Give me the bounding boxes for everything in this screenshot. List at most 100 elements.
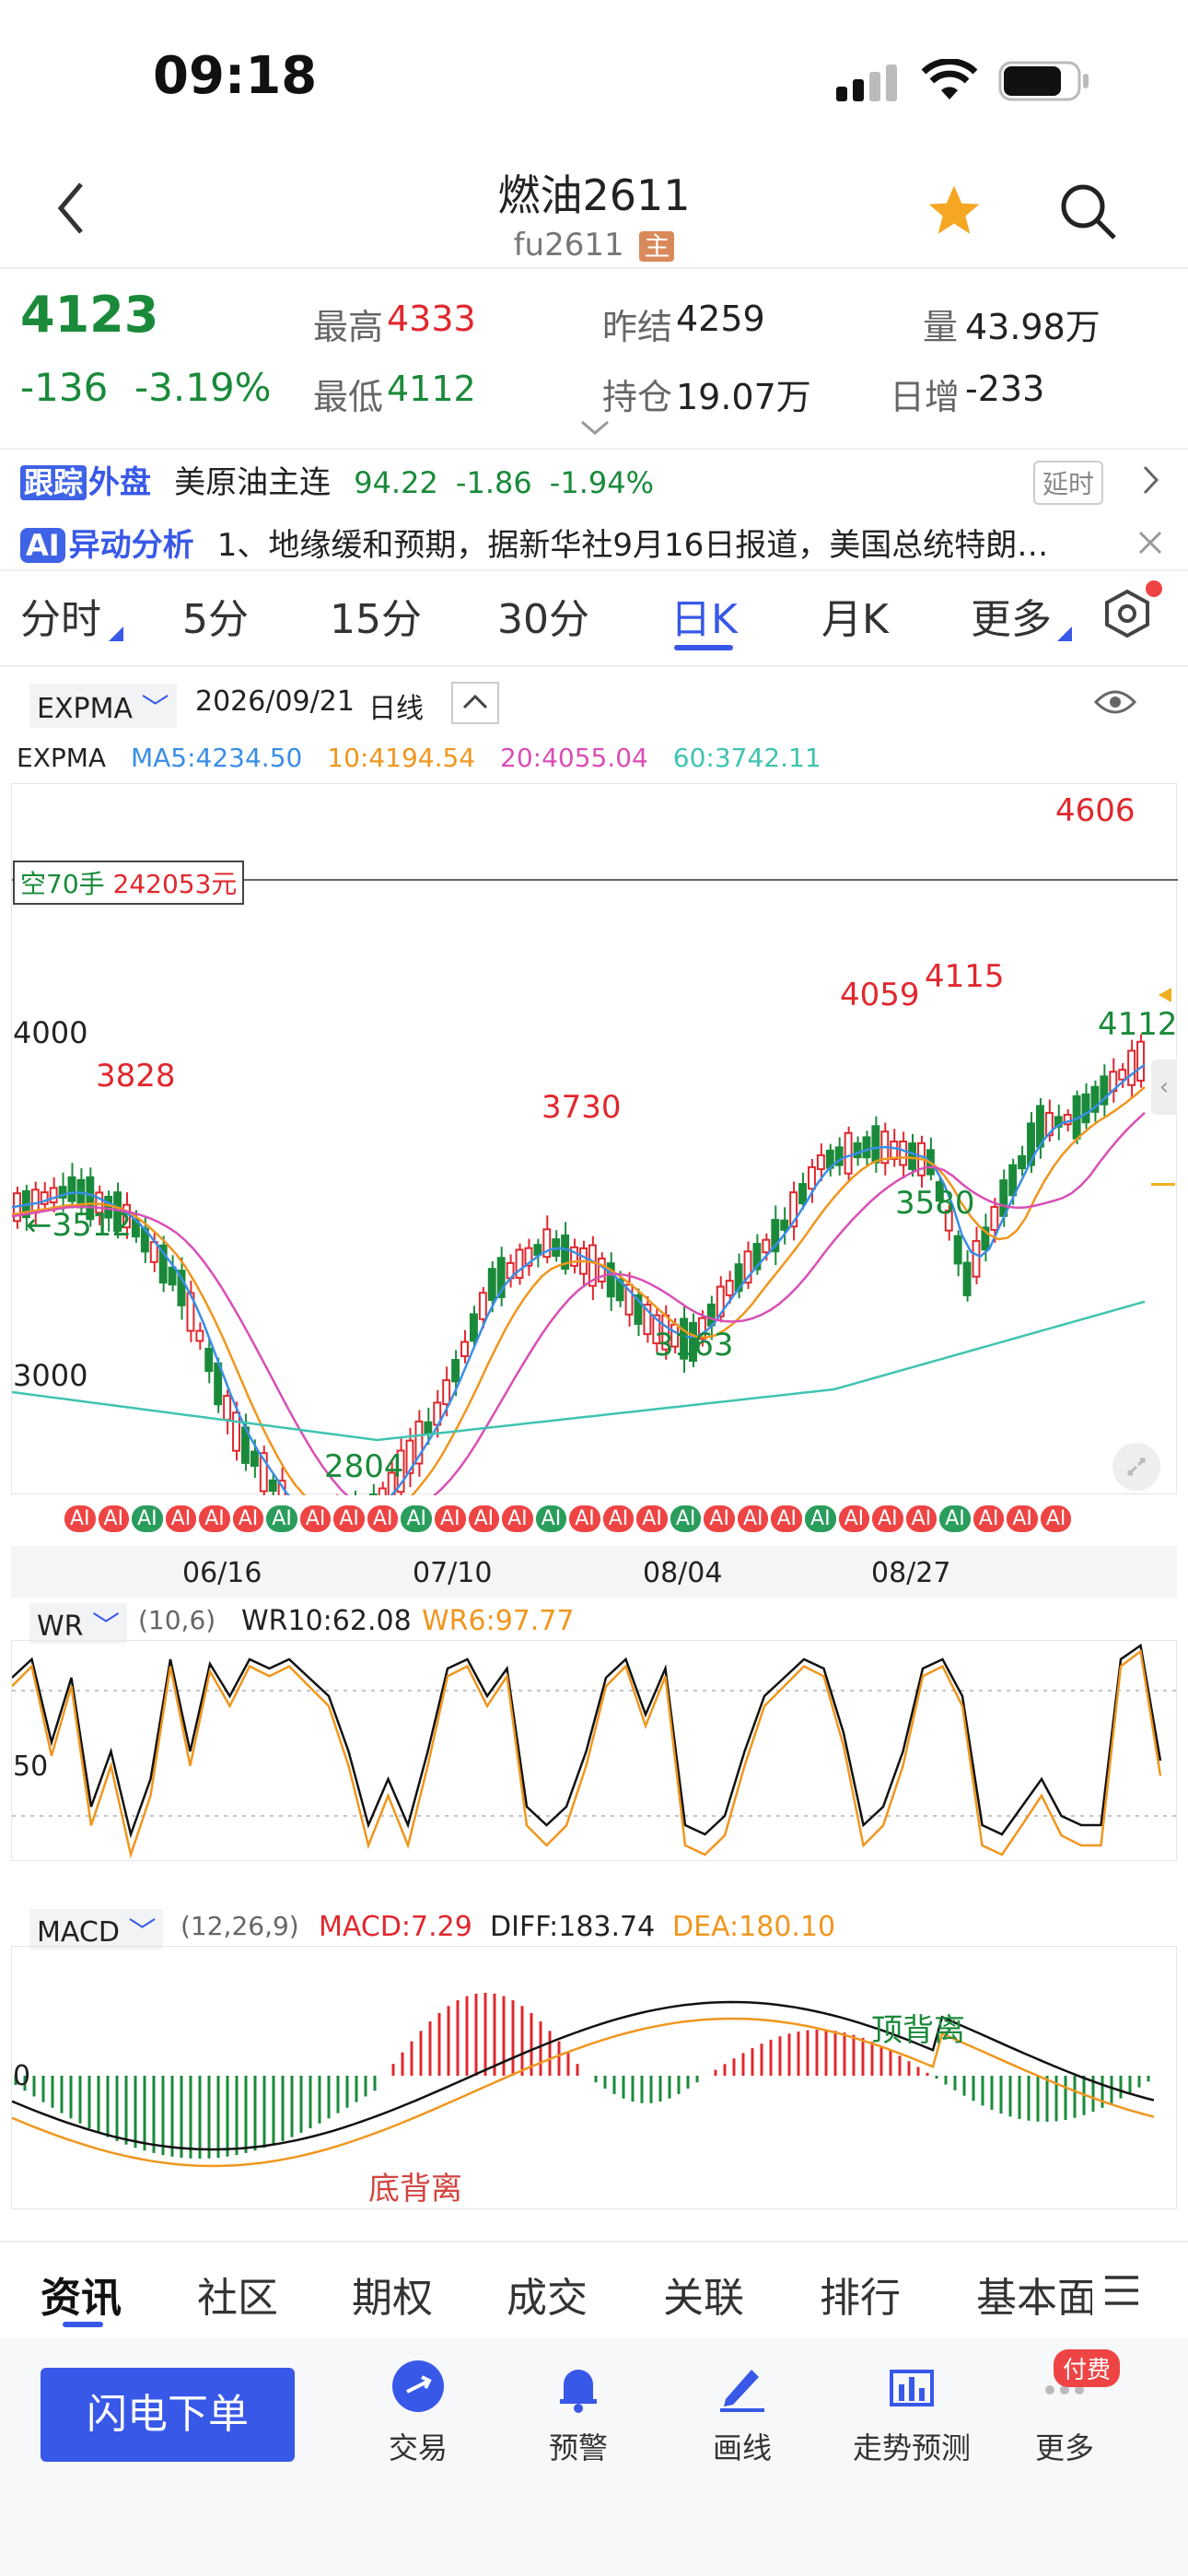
ai-signal-badge[interactable]: AI <box>737 1505 769 1532</box>
macd-chart <box>11 1946 1177 2209</box>
ai-analysis-text: 1、地缘缓和预期，据新华社9月16日报道，美国总统特朗… <box>216 527 1049 564</box>
tab-5min[interactable]: 5分 <box>182 596 249 643</box>
position-amount: 242053元 <box>112 869 238 899</box>
position-box[interactable]: 空70手 242053元 <box>13 861 245 905</box>
more-label: 更多 <box>1034 2430 1094 2465</box>
tab-community[interactable]: 社区 <box>197 2275 278 2322</box>
tab-ranking[interactable]: 排行 <box>820 2275 901 2322</box>
wr-selector[interactable]: WR ﹀ <box>29 1603 128 1644</box>
tab-daily-k[interactable]: 日K <box>670 596 738 643</box>
tab-fundamentals[interactable]: 基本面 <box>976 2275 1092 2322</box>
ai-signal-badge[interactable]: AI <box>132 1505 163 1532</box>
ai-signal-badge[interactable]: AI <box>435 1505 466 1532</box>
quote-divider <box>0 448 1188 450</box>
expma-legend: EXPMA MA5:4234.50 10:4194.54 20:4055.04 … <box>17 743 821 773</box>
main-contract-tag: 主 <box>639 231 675 262</box>
ai-signal-badge[interactable]: AI <box>905 1505 938 1532</box>
ai-badges-row[interactable]: AI AI AI AI AI AI AI AI AI AI AI AI AI AI AI AI AI AI AI AI… <box>64 1505 1170 1539</box>
ai-signal-badge[interactable]: AI <box>838 1505 870 1532</box>
more-tool[interactable]: 更多 <box>1000 2359 1129 2467</box>
diff-number: 183.74 <box>558 1911 656 1943</box>
ai-signal-badge[interactable]: AI <box>771 1505 803 1532</box>
ma10-value: 10:4194.54 <box>327 743 476 773</box>
tab-related[interactable]: 关联 <box>663 2275 744 2322</box>
settings-hex-icon[interactable] <box>1101 580 1162 645</box>
indicator-name: EXPMA <box>37 693 134 725</box>
ai-signal-badge[interactable]: AI <box>805 1505 836 1532</box>
ai-signal-badge[interactable]: AI <box>98 1505 130 1532</box>
menu-icon[interactable] <box>1101 2272 1142 2313</box>
date-label-0804: 08/04 <box>643 1557 723 1589</box>
battery-icon <box>998 61 1090 105</box>
trade-icon <box>354 2359 483 2418</box>
ai-signal-badge[interactable]: AI <box>939 1505 971 1532</box>
ai-signal-badge[interactable]: AI <box>232 1505 264 1532</box>
wifi-icon <box>921 58 978 105</box>
candlestick-chart[interactable] <box>11 783 1178 1551</box>
label-4606: 4606 <box>1055 792 1136 829</box>
collapse-button[interactable] <box>451 682 499 724</box>
ai-signal-badge[interactable]: AI <box>1007 1505 1038 1532</box>
signal-icon <box>836 63 901 103</box>
ai-signal-badge[interactable]: AI <box>569 1505 600 1532</box>
search-icon[interactable] <box>1057 181 1118 245</box>
expand-chevron-icon[interactable] <box>580 420 610 440</box>
ai-signal-badge[interactable]: AI <box>704 1505 735 1532</box>
ticker-arrow-icon[interactable] <box>1142 464 1160 499</box>
tab-monthly-k[interactable]: 月K <box>821 596 889 643</box>
forecast-tool[interactable]: 走势预测 <box>838 2359 985 2467</box>
ai-tag: AI <box>20 528 65 563</box>
tab-intraday[interactable]: 分时 <box>20 596 101 643</box>
ai-signal-badge[interactable]: AI <box>266 1505 297 1532</box>
tab-news[interactable]: 资讯 <box>41 2275 122 2322</box>
ai-analysis-bar[interactable]: AI 异动分析 1、地缘缓和预期，据新华社9月16日报道，美国总统特朗… <box>20 520 1125 566</box>
ai-signal-badge[interactable]: AI <box>199 1505 230 1532</box>
ai-signal-badge[interactable]: AI <box>367 1505 399 1532</box>
alert-label: 预警 <box>548 2430 608 2465</box>
wr-level-50: 50 <box>13 1751 49 1783</box>
indicator-selector[interactable]: EXPMA ﹀ <box>29 684 177 728</box>
ai-signal-badge[interactable]: AI <box>872 1505 903 1532</box>
ai-signal-badge[interactable]: AI <box>468 1505 500 1532</box>
fullscreen-icon[interactable] <box>1112 1443 1160 1491</box>
tab-30min[interactable]: 30分 <box>497 596 589 643</box>
macd-selector[interactable]: MACD ﹀ <box>29 1909 164 1950</box>
macd-zero-label: 0 <box>13 2060 31 2092</box>
flash-order-button[interactable]: 闪电下单 <box>41 2368 295 2462</box>
ai-signal-badge[interactable]: AI <box>535 1505 567 1532</box>
ma60-value: 60:3742.11 <box>672 743 821 773</box>
ai-signal-badge[interactable]: AI <box>502 1505 533 1532</box>
label-3163: 3163 <box>654 1327 734 1364</box>
pen-icon <box>678 2359 807 2418</box>
external-market-ticker[interactable]: 跟踪 外盘 美原油主连 94.22 -1.86 -1.94% <box>20 457 1171 503</box>
price-marker-icon <box>1159 988 1171 1002</box>
close-icon[interactable] <box>1136 529 1164 560</box>
eye-icon[interactable] <box>1092 684 1138 724</box>
wr10-value: WR10:62.08 <box>241 1605 412 1637</box>
ai-signal-badge[interactable]: AI <box>973 1505 1005 1532</box>
ai-signal-badge[interactable]: AI <box>401 1505 433 1532</box>
ai-signal-badge[interactable]: AI <box>64 1505 96 1532</box>
favorite-star-icon[interactable] <box>923 181 985 245</box>
macd-params: (12,26,9) <box>181 1911 299 1941</box>
high-value: 4333 <box>387 299 476 339</box>
status-time: 09:18 <box>153 46 318 106</box>
tab-more[interactable]: 更多 <box>971 596 1052 643</box>
ai-signal-badge[interactable]: AI <box>602 1505 635 1532</box>
tab-options[interactable]: 期权 <box>352 2275 433 2322</box>
tab-trades[interactable]: 成交 <box>507 2275 588 2322</box>
ai-signal-badge[interactable]: AI <box>165 1505 197 1532</box>
back-icon[interactable] <box>53 181 90 236</box>
side-panel-handle[interactable]: ‹ <box>1151 1060 1177 1115</box>
last-price: 4123 <box>20 286 159 344</box>
track-tag: 跟踪 <box>20 465 87 500</box>
ai-signal-badge[interactable]: AI <box>670 1505 702 1532</box>
ai-signal-badge[interactable]: AI <box>299 1505 332 1532</box>
trade-tool[interactable]: 交易 <box>354 2359 483 2467</box>
ai-signal-badge[interactable]: AI <box>636 1505 668 1532</box>
alert-tool[interactable]: 预警 <box>514 2359 643 2467</box>
ai-signal-badge[interactable]: AI <box>333 1505 365 1532</box>
ai-signal-badge[interactable]: AI <box>1040 1505 1072 1532</box>
draw-tool[interactable]: 画线 <box>678 2359 807 2467</box>
tab-15min[interactable]: 15分 <box>330 596 422 643</box>
